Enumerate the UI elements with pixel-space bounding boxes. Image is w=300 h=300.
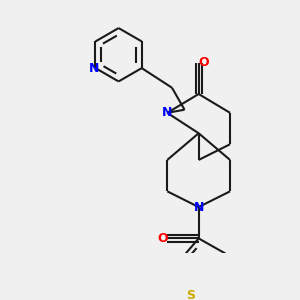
Text: N: N bbox=[194, 200, 204, 214]
Text: O: O bbox=[198, 56, 209, 69]
Text: N: N bbox=[162, 106, 172, 119]
Text: S: S bbox=[186, 289, 195, 300]
Text: N: N bbox=[89, 61, 99, 75]
Text: O: O bbox=[157, 232, 168, 245]
